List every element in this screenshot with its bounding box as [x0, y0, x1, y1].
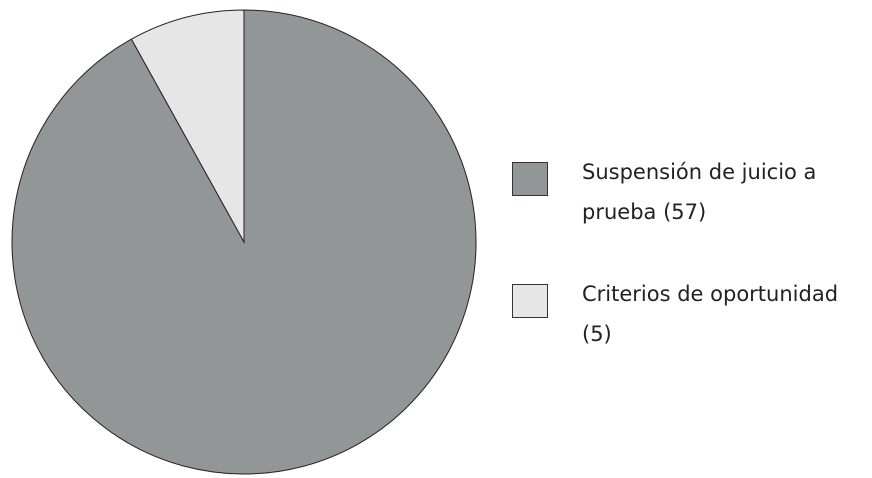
legend-item: Suspensión de juicio a prueba (57): [512, 160, 862, 232]
pie-slice: [130, 9, 245, 244]
legend-label: Criterios de oportunidad (5): [582, 282, 839, 346]
legend-swatch: [512, 284, 548, 318]
legend-item: Criterios de oportunidad (5): [512, 282, 862, 354]
legend-label: Suspensión de juicio a prueba (57): [582, 160, 817, 224]
legend-swatch: [512, 162, 548, 196]
